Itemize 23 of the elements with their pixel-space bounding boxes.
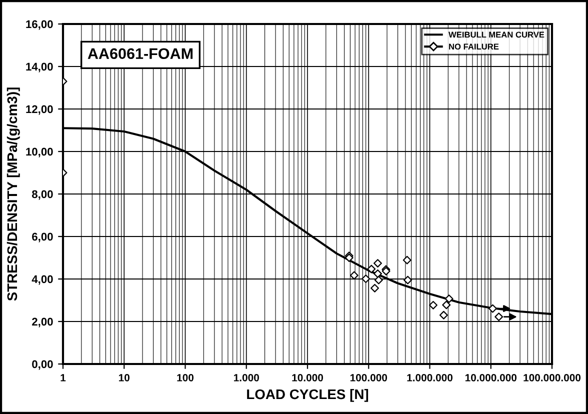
y-tick-label: 12,00 <box>26 105 53 115</box>
y-tick-label: 16,00 <box>26 20 53 30</box>
y-tick-label: 4,00 <box>32 275 53 285</box>
y-axis-title: STRESS/DENSITY [MPa/(g/cm3)] <box>6 88 20 301</box>
y-tick-label: 6,00 <box>32 232 53 242</box>
x-tick-label: 10.000 <box>292 374 324 382</box>
y-tick-label: 10,00 <box>26 148 53 158</box>
x-axis-title: LOAD CYCLES [N] <box>247 388 368 402</box>
x-tick-label: 10 <box>118 374 130 382</box>
y-tick-label: 0,00 <box>32 360 53 370</box>
x-tick-label: 100.000 <box>350 374 388 382</box>
annotation: AA6061-FOAM <box>88 48 193 60</box>
legend-label: WEIBULL MEAN CURVE <box>448 32 544 38</box>
x-tick-label: 100.000.000 <box>524 374 581 382</box>
x-tick-label: 1.000 <box>234 374 259 382</box>
y-tick-label: 8,00 <box>32 190 53 200</box>
x-tick-label: 1 <box>60 374 66 382</box>
x-tick-label: 100 <box>177 374 194 382</box>
y-tick-label: 2,00 <box>32 318 53 328</box>
x-tick-label: 10.000.000 <box>465 374 517 382</box>
y-tick-label: 14,00 <box>26 62 53 72</box>
x-tick-label: 1.000.000 <box>407 374 452 382</box>
legend-label: NO FAILURE <box>449 44 499 50</box>
